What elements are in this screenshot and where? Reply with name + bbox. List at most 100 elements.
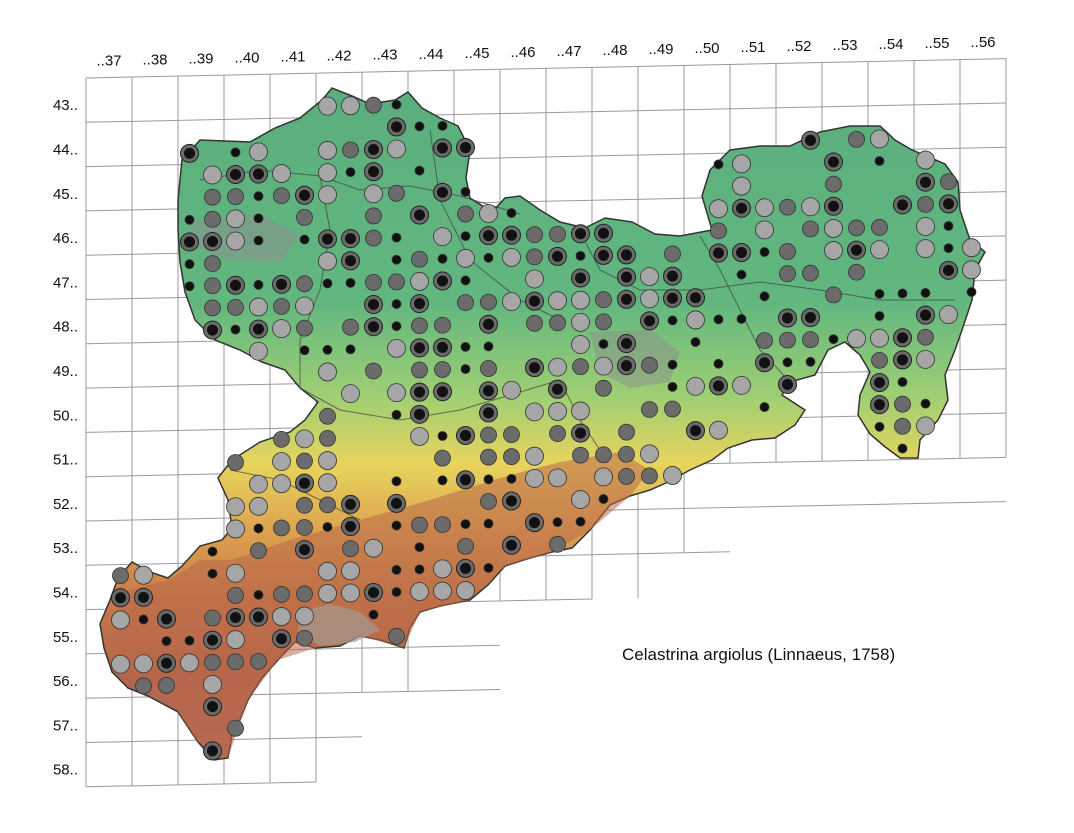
occurrence-marker	[962, 260, 981, 280]
column-label: ..37	[96, 53, 121, 70]
row-label: 56..	[53, 673, 78, 690]
marker-dot	[874, 421, 885, 432]
row-label: 45..	[53, 186, 78, 203]
occurrence-marker	[709, 243, 728, 263]
marker-dot	[548, 468, 567, 488]
occurrence-marker	[847, 329, 866, 349]
marker-inner-dot	[529, 362, 540, 374]
occurrence-marker	[824, 196, 843, 216]
occurrence-marker	[732, 376, 751, 395]
occurrence-marker	[184, 635, 195, 646]
row-label: 51..	[53, 452, 78, 469]
marker-dot	[943, 221, 954, 231]
occurrence-marker	[180, 653, 199, 673]
column-label: ..54	[878, 36, 903, 53]
marker-dot	[548, 291, 567, 311]
marker-dot	[595, 446, 612, 464]
occurrence-marker	[341, 494, 360, 514]
occurrence-marker	[824, 152, 843, 172]
occurrence-marker	[483, 341, 494, 352]
occurrence-marker	[755, 220, 774, 240]
column-label: ..43	[372, 47, 397, 64]
marker-dot	[917, 328, 934, 346]
marker-dot	[203, 165, 222, 185]
marker-dot	[253, 191, 264, 202]
occurrence-marker	[874, 156, 885, 166]
occurrence-marker	[456, 426, 475, 446]
marker-dot	[410, 272, 429, 291]
marker-dot	[299, 234, 310, 245]
occurrence-marker	[295, 540, 314, 560]
marker-dot	[204, 188, 221, 206]
occurrence-marker	[870, 395, 889, 415]
marker-dot	[134, 654, 153, 674]
occurrence-marker	[594, 356, 613, 376]
occurrence-marker	[594, 223, 613, 243]
occurrence-marker	[572, 446, 589, 464]
marker-dot	[391, 321, 402, 332]
occurrence-marker	[617, 356, 636, 376]
marker-dot	[755, 198, 774, 218]
marker-dot	[732, 176, 751, 196]
occurrence-marker	[368, 609, 379, 620]
marker-inner-dot	[161, 657, 172, 669]
marker-inner-dot	[437, 186, 448, 198]
occurrence-marker	[318, 96, 337, 116]
occurrence-marker	[296, 319, 313, 337]
marker-dot	[158, 677, 175, 694]
occurrence-marker	[410, 427, 429, 446]
marker-dot	[713, 358, 724, 369]
marker-inner-dot	[782, 312, 793, 324]
occurrence-marker	[710, 222, 727, 240]
marker-inner-dot	[506, 229, 517, 241]
marker-dot	[825, 286, 842, 304]
marker-dot	[618, 445, 635, 463]
occurrence-marker	[802, 264, 819, 282]
occurrence-marker	[387, 383, 406, 403]
occurrence-marker	[595, 446, 612, 464]
occurrence-marker	[410, 205, 429, 225]
occurrence-marker	[617, 334, 636, 354]
marker-dot	[802, 220, 819, 238]
occurrence-marker	[253, 191, 264, 202]
marker-inner-dot	[943, 264, 954, 276]
row-label: 52..	[53, 496, 78, 513]
marker-inner-dot	[368, 166, 379, 178]
marker-dot	[250, 652, 267, 670]
marker-inner-dot	[368, 299, 379, 311]
marker-dot	[594, 467, 613, 487]
marker-dot	[848, 263, 865, 281]
occurrence-marker	[272, 164, 291, 183]
occurrence-marker	[571, 312, 590, 332]
marker-inner-dot	[460, 430, 471, 442]
marker-dot	[483, 474, 494, 485]
marker-dot	[916, 239, 935, 259]
marker-dot	[410, 427, 429, 446]
marker-dot	[319, 496, 336, 514]
marker-dot	[434, 361, 451, 378]
column-label: ..53	[832, 37, 857, 54]
marker-dot	[759, 247, 770, 257]
occurrence-marker	[203, 231, 222, 251]
occurrence-marker	[227, 653, 244, 671]
marker-dot	[226, 563, 245, 583]
column-label: ..39	[188, 51, 213, 68]
marker-dot	[940, 173, 957, 191]
occurrence-marker	[663, 288, 682, 308]
occurrence-marker	[180, 232, 199, 252]
occurrence-marker	[226, 608, 245, 628]
marker-inner-dot	[506, 539, 517, 551]
marker-dot	[296, 629, 313, 647]
occurrence-marker	[479, 226, 498, 246]
marker-dot	[503, 448, 520, 466]
marker-dot	[184, 259, 195, 270]
occurrence-marker	[779, 198, 796, 216]
column-label: ..45	[464, 45, 489, 62]
marker-dot	[779, 331, 796, 349]
occurrence-marker	[920, 398, 931, 409]
marker-dot	[457, 294, 474, 312]
occurrence-marker	[736, 314, 747, 324]
marker-dot	[874, 289, 885, 299]
occurrence-marker	[594, 467, 613, 487]
occurrence-marker	[526, 226, 543, 244]
